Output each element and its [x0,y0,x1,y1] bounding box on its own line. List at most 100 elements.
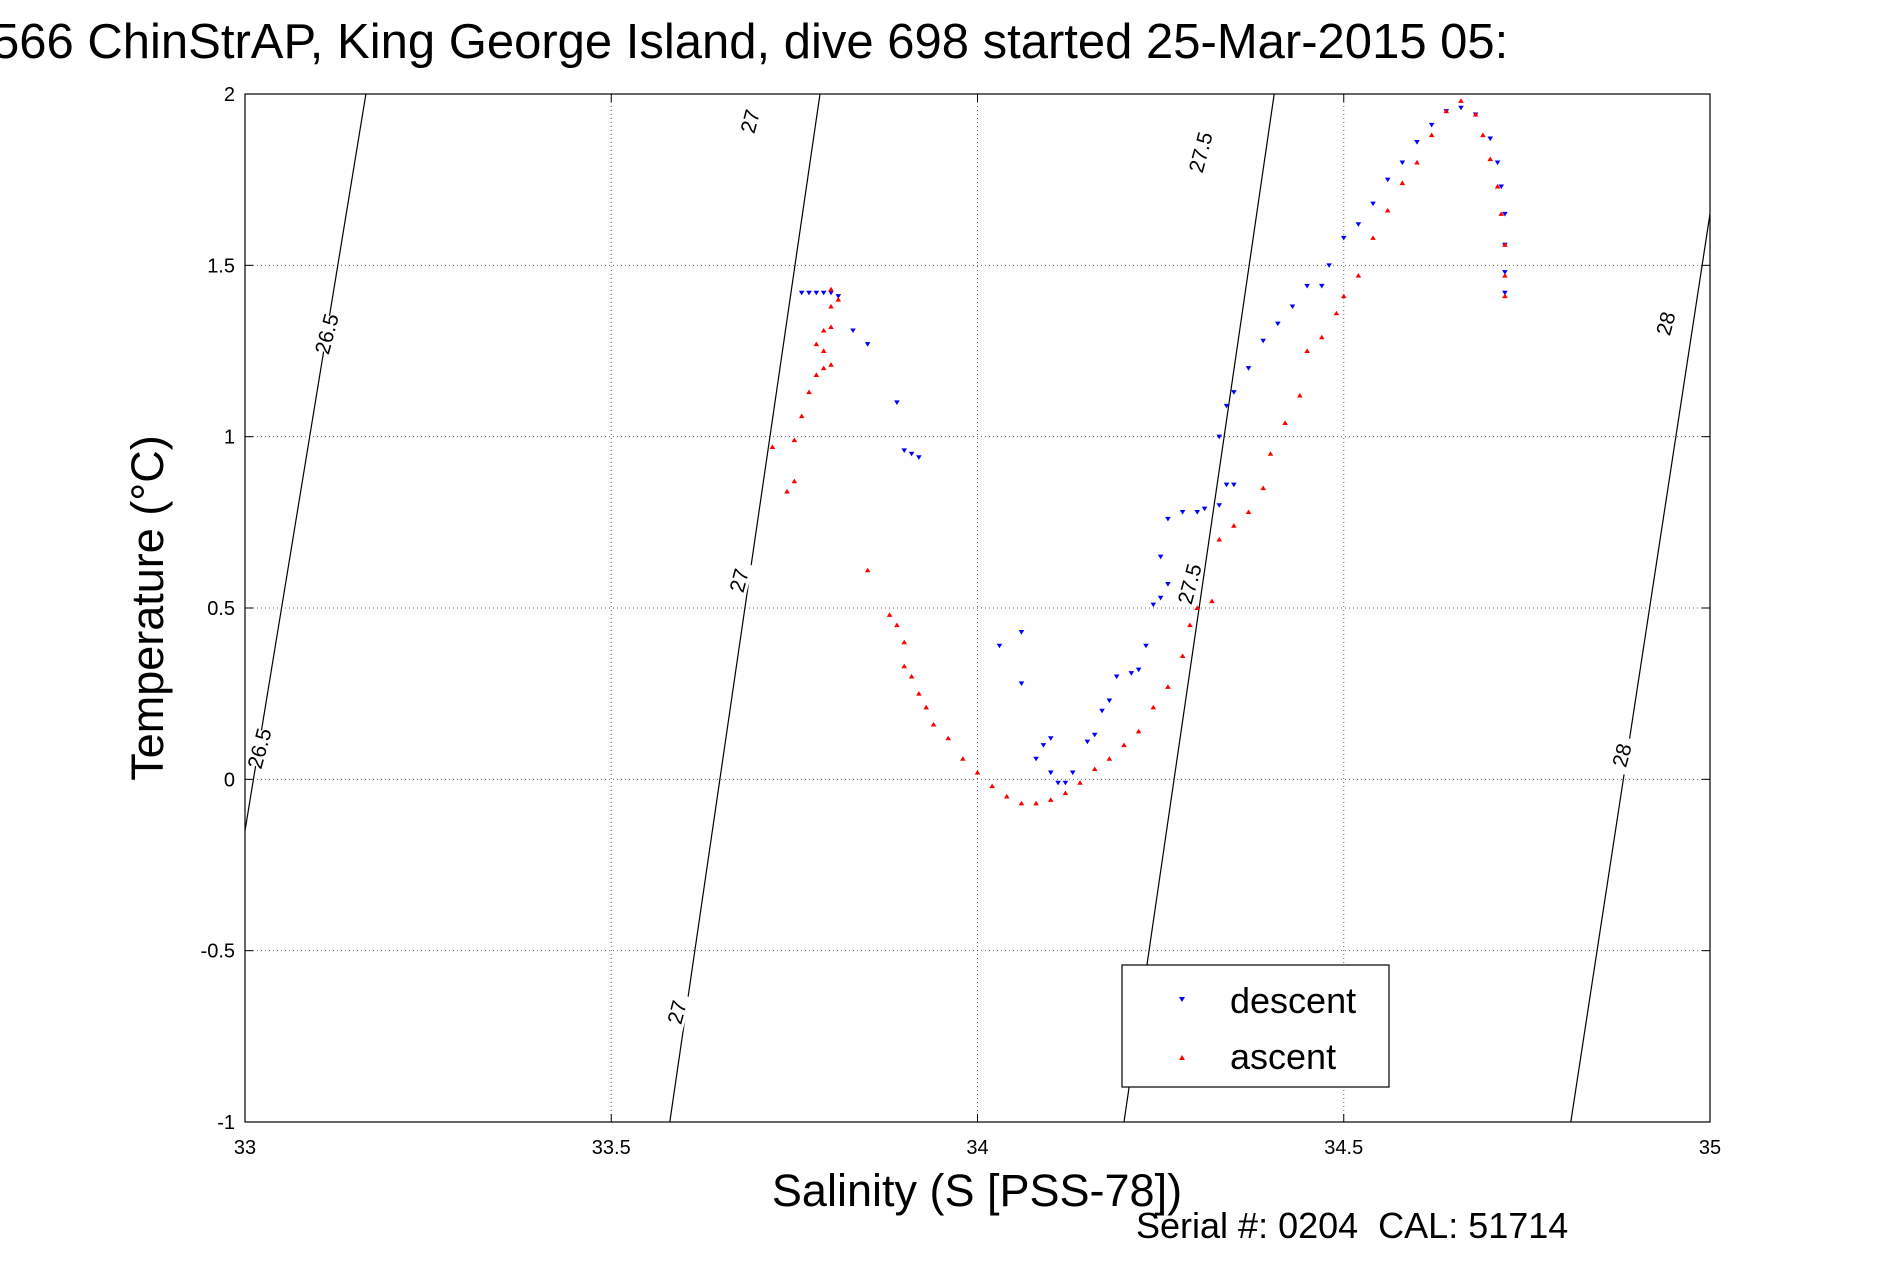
ascent-point [813,372,820,377]
contour-label-group: 28 [1605,734,1637,776]
descent-point [1135,667,1142,673]
ascent-point [1370,235,1376,240]
ascent-point [1472,111,1479,117]
ascent-point [1502,293,1508,299]
contour-label-bg [310,313,342,354]
ascent-point [1333,310,1340,316]
ascent-point [1018,800,1025,806]
data-points [769,98,1508,806]
ascent-point [923,704,930,710]
ascent-point [1062,790,1069,796]
descent-point [1428,122,1435,128]
ascent-point [1458,98,1464,103]
ascent-point [1033,800,1039,806]
ascent-point [864,567,871,573]
ascent-point [806,389,812,395]
ascent-point [960,756,966,761]
ascent-point [1494,183,1501,189]
legend-marker-ascent [1179,1055,1185,1060]
ascent-point [820,365,827,371]
descent-point [1399,160,1406,166]
descent-point [1370,201,1376,207]
x-axis-label: Salinity (S [PSS-78]) [772,1165,1182,1216]
ascent-point [945,735,951,741]
descent-point [864,342,871,347]
descent-point [1498,184,1505,190]
ascent-point [886,612,893,617]
contour-label-bg [1605,734,1637,776]
ascent-point [820,327,827,333]
ascent-point [1231,523,1237,528]
descent-point [1216,503,1223,508]
density-contour-27.5 [1123,94,1275,1122]
ascent-point [1179,653,1186,658]
descent-point [806,290,812,296]
ascent-point [1047,797,1054,802]
descent-point [916,455,922,460]
ascent-point [1428,132,1435,138]
y-tick-label: -1 [217,1112,235,1134]
contour-label-bg [1173,563,1205,604]
descent-point [996,643,1003,649]
axis-ticks: 33 33.5 34 34.5 35 -1 -0.5 0 0.5 1 1.5 2 [201,84,1722,1159]
descent-point [1062,780,1069,786]
descent-point [1384,177,1391,183]
descent-point [894,400,900,405]
contour-label-group: 27 [723,560,754,601]
series-ascent [769,98,1508,806]
ascent-point [828,303,834,309]
descent-point [1502,270,1508,275]
ascent-point [835,297,842,302]
descent-point [1018,681,1025,686]
ascent-point [1077,780,1083,785]
contour-label-group: 27 [734,100,765,142]
ascent-point [1480,132,1486,138]
descent-point [1340,235,1347,241]
ascent-point [1187,622,1193,628]
ascent-point [901,639,908,645]
ascent-point [1502,273,1508,278]
descent-point [1040,743,1047,748]
y-tick-label: -0.5 [201,941,235,963]
descent-point [828,290,834,296]
descent-point [1275,321,1281,327]
ascent-point [828,324,834,330]
descent-point [1165,516,1171,522]
ascent-point [1245,509,1252,515]
descent-point [1326,263,1332,268]
ascent-point [1487,156,1494,162]
descent-point [813,290,820,296]
x-tick-label: 33 [234,1137,256,1159]
density-contour-26.5 [245,94,367,831]
grid-lines [245,94,1710,1122]
y-tick-label: 0 [224,769,235,791]
descent-point [1033,756,1039,762]
descent-point [1150,602,1157,608]
ascent-point [894,622,900,628]
ascent-point [1209,598,1215,604]
descent-point [1165,582,1171,587]
contour-label-bg [1649,303,1681,344]
descent-point [1487,136,1494,142]
ascent-point [820,348,827,353]
descent-point [1289,304,1296,310]
series-descent [798,105,1508,786]
contour-lines [245,94,1710,1122]
descent-point [1201,506,1208,512]
descent-point [1458,105,1464,111]
density-contour-28 [1570,213,1710,1122]
descent-point [1047,736,1054,741]
ascent-point [828,286,834,292]
y-tick-label: 1.5 [207,255,235,277]
legend-box [1121,964,1390,1088]
ascent-point [916,691,922,696]
ascent-point [791,478,798,484]
descent-point [908,451,915,457]
descent-point [1055,780,1061,786]
descent-point [1223,403,1230,409]
descent-point [1018,629,1025,635]
ascent-point [1297,392,1303,398]
ascent-point [1340,293,1347,299]
ascent-point [1399,180,1406,186]
x-tick-label: 35 [1699,1137,1721,1159]
